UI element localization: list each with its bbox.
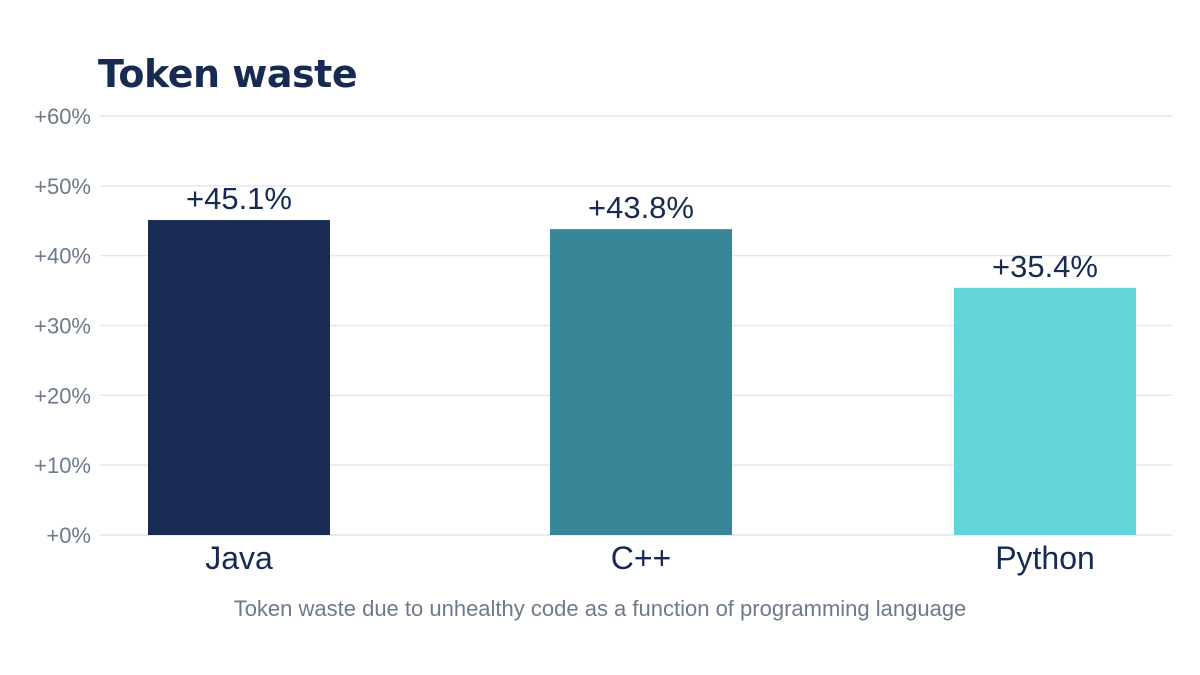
bar-value-labels: +45.1% +43.8% +35.4% <box>186 181 1098 284</box>
bar-value-label: +45.1% <box>186 181 292 216</box>
x-category-label: C++ <box>611 540 671 576</box>
x-category-label: Java <box>205 540 273 576</box>
bar-value-label: +35.4% <box>992 249 1098 284</box>
bars <box>148 220 1136 535</box>
y-axis-tick-labels: +0% +10% +20% +30% +40% +50% +60% <box>34 104 91 548</box>
y-tick-label: +50% <box>34 174 91 199</box>
y-tick-label: +20% <box>34 383 91 408</box>
y-tick-label: +40% <box>34 244 91 269</box>
bar-python <box>954 287 1136 535</box>
y-tick-label: +10% <box>34 453 91 478</box>
y-tick-label: +0% <box>46 523 91 548</box>
y-tick-label: +30% <box>34 314 91 339</box>
chart-title: Token waste <box>98 52 358 96</box>
bar-cp <box>550 229 732 535</box>
y-tick-label: +60% <box>34 104 91 129</box>
chart-caption: Token waste due to unhealthy code as a f… <box>233 596 967 621</box>
bar-value-label: +43.8% <box>588 190 694 225</box>
x-category-label: Python <box>995 540 1095 576</box>
bar-java <box>148 220 330 535</box>
x-axis-category-labels: Java C++ Python <box>205 540 1095 576</box>
